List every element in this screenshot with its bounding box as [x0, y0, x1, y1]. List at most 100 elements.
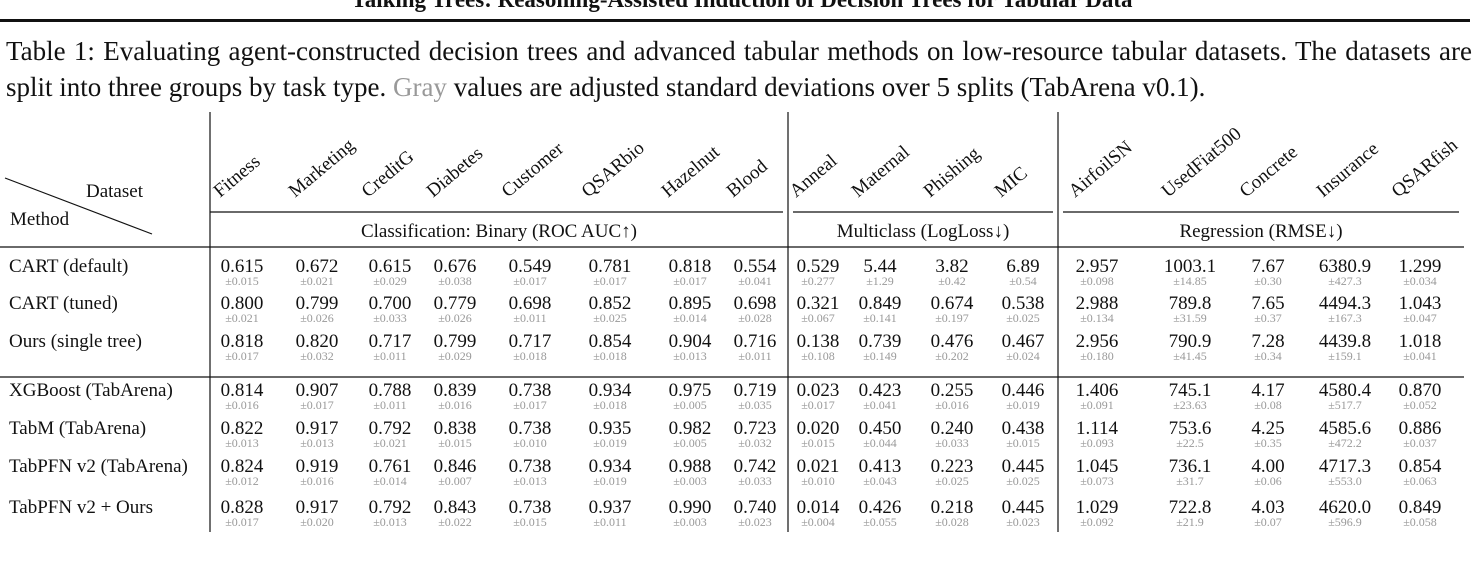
cell-value: 0.740: [734, 497, 777, 518]
cell-value: 2.957: [1076, 256, 1119, 277]
cell-value: 5.44: [863, 256, 897, 277]
cell-value: 0.674: [931, 293, 974, 314]
cell-value: 0.849: [859, 293, 902, 314]
cell-std: ±0.004: [801, 515, 835, 529]
cell-std: ±0.014: [373, 474, 407, 488]
cell-value: 1003.1: [1164, 256, 1216, 277]
cell-value: 7.28: [1251, 331, 1284, 352]
cell-std: ±0.091: [1080, 398, 1114, 412]
cell-value: 0.975: [669, 380, 712, 401]
row-label: TabM (TabArena): [9, 418, 146, 439]
cell-value: 0.450: [859, 418, 902, 439]
cell-value: 0.426: [859, 497, 902, 518]
cell-value: 0.824: [221, 456, 264, 477]
cell-std: ±0.043: [863, 474, 897, 488]
caption-text: Table 1: Evaluating agent-constructed de…: [6, 36, 1472, 102]
cell-std: ±0.202: [935, 349, 969, 363]
cell-value: 1.299: [1399, 256, 1442, 277]
cell-value: 3.82: [935, 256, 968, 277]
cell-std: ±0.018: [513, 349, 547, 363]
cell-std: ±0.010: [513, 436, 547, 450]
cell-value: 0.839: [434, 380, 477, 401]
row-label: TabPFN v2 + Ours: [9, 497, 153, 518]
cell-value: 0.739: [859, 331, 902, 352]
cell-value: 0.779: [434, 293, 477, 314]
cell-std: ±0.011: [373, 349, 406, 363]
cell-std: ±0.018: [593, 349, 627, 363]
cell-value: 0.818: [221, 331, 264, 352]
group-label: Regression (RMSE↓): [1179, 221, 1342, 242]
cell-std: ±167.3: [1328, 311, 1362, 325]
cell-value: 0.792: [369, 418, 412, 439]
cell-std: ±0.058: [1403, 515, 1437, 529]
corner-diagonal: [4, 177, 153, 235]
cell-value: 4.03: [1251, 497, 1284, 518]
cell-value: 0.935: [589, 418, 632, 439]
cell-value: 745.1: [1169, 380, 1212, 401]
cell-value: 0.792: [369, 497, 412, 518]
row-label: XGBoost (TabArena): [9, 380, 173, 401]
cell-std: ±0.021: [300, 274, 334, 288]
cell-std: ±0.016: [225, 398, 259, 412]
cell-value: 4494.3: [1319, 293, 1371, 314]
cell-std: ±0.019: [1006, 398, 1040, 412]
cell-value: 0.676: [434, 256, 477, 277]
cell-value: 0.738: [509, 418, 552, 439]
cell-std: ±0.017: [513, 398, 547, 412]
header-rule: [0, 19, 1470, 22]
cell-std: ±0.016: [935, 398, 969, 412]
cell-value: 789.8: [1169, 293, 1212, 314]
cell-std: ±0.141: [863, 311, 897, 325]
cell-std: ±0.015: [438, 436, 472, 450]
cell-std: ±0.42: [938, 274, 966, 288]
cell-std: ±0.025: [1006, 311, 1040, 325]
cell-value: 0.021: [797, 456, 840, 477]
cell-std: ±0.06: [1254, 474, 1282, 488]
column-header: CreditG: [358, 146, 419, 202]
cell-std: ±0.35: [1254, 436, 1282, 450]
cell-value: 0.828: [221, 497, 264, 518]
cell-value: 0.934: [589, 380, 632, 401]
cell-value: 4.00: [1251, 456, 1284, 477]
cell-std: ±596.9: [1328, 515, 1362, 529]
cell-value: 0.917: [296, 497, 339, 518]
cell-std: ±0.098: [1080, 274, 1114, 288]
cell-std: ±0.277: [801, 274, 835, 288]
cell-value: 0.820: [296, 331, 339, 352]
cell-value: 0.895: [669, 293, 712, 314]
cell-value: 753.6: [1169, 418, 1212, 439]
cell-std: ±0.011: [373, 398, 406, 412]
cell-value: 0.255: [931, 380, 974, 401]
cell-value: 0.719: [734, 380, 777, 401]
cell-std: ±0.08: [1254, 398, 1282, 412]
cell-value: 0.742: [734, 456, 777, 477]
cell-value: 0.738: [509, 456, 552, 477]
column-header: Anneal: [786, 150, 842, 201]
cell-std: ±0.015: [225, 274, 259, 288]
cell-value: 0.799: [296, 293, 339, 314]
cell-value: 0.799: [434, 331, 477, 352]
row-label: TabPFN v2 (TabArena): [9, 456, 188, 477]
cell-std: ±0.032: [738, 436, 772, 450]
cell-std: ±0.013: [373, 515, 407, 529]
cell-value: 1.114: [1076, 418, 1119, 439]
cell-std: ±0.014: [673, 311, 707, 325]
cell-value: 0.854: [1399, 456, 1442, 477]
cell-std: ±0.035: [738, 398, 772, 412]
cell-value: 722.8: [1169, 497, 1212, 518]
cell-std: ±0.017: [300, 398, 334, 412]
cell-std: ±472.2: [1328, 436, 1362, 450]
cell-value: 0.781: [589, 256, 632, 277]
cell-value: 0.445: [1002, 456, 1045, 477]
corner-top: Dataset: [86, 181, 144, 202]
cell-value: 1.045: [1076, 456, 1119, 477]
cell-std: ±1.29: [866, 274, 894, 288]
cell-value: 0.723: [734, 418, 777, 439]
cell-std: ±0.010: [801, 474, 835, 488]
cell-value: 0.761: [369, 456, 412, 477]
cell-std: ±0.021: [373, 436, 407, 450]
cell-value: 0.138: [797, 331, 840, 352]
cell-value: 0.698: [734, 293, 777, 314]
cell-std: ±0.026: [300, 311, 334, 325]
cell-value: 0.907: [296, 380, 339, 401]
